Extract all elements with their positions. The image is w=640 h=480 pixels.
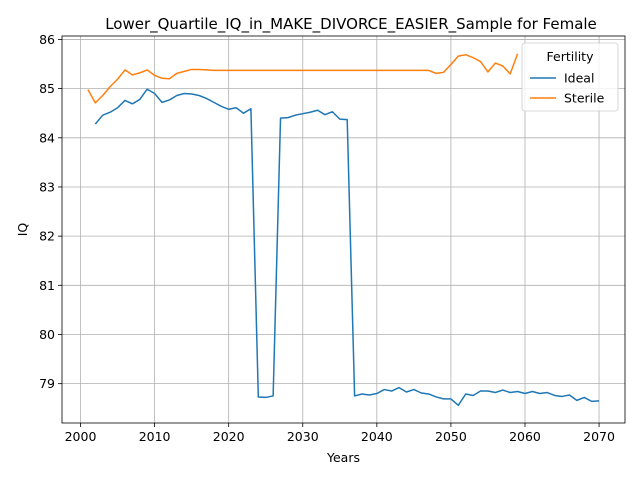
legend-box (521, 42, 619, 112)
x-tick-label: 2030 (287, 429, 319, 444)
y-tick-label: 82 (39, 229, 55, 244)
x-tick-label: 2020 (213, 429, 245, 444)
legend-title: Fertility (547, 49, 595, 64)
plot-frame (61, 35, 626, 424)
x-tick-label: 2060 (509, 429, 541, 444)
y-tick-label: 85 (39, 81, 55, 96)
chart-title: Lower_Quartile_IQ_in_MAKE_DIVORCE_EASIER… (105, 15, 597, 34)
legend: Fertility Ideal Sterile (521, 42, 619, 112)
y-tick-label: 80 (39, 327, 55, 342)
y-tick-label: 86 (39, 32, 55, 47)
x-tick-label: 2000 (65, 429, 97, 444)
y-tick-label: 79 (39, 376, 55, 391)
series-line-sterile (87, 53, 519, 104)
series-line-ideal (94, 88, 600, 407)
legend-label-sterile: Sterile (564, 91, 605, 106)
y-axis-label: IQ (15, 223, 30, 237)
series-layer (87, 53, 600, 407)
legend-label-ideal: Ideal (564, 71, 594, 86)
x-tick-label: 2070 (583, 429, 615, 444)
y-tick-label: 81 (39, 278, 55, 293)
x-tick-label: 2050 (435, 429, 467, 444)
x-axis-label: Years (326, 450, 360, 465)
x-tick-label: 2040 (361, 429, 393, 444)
y-tick-label: 84 (39, 130, 55, 145)
ticks: 2000 2010 2020 2030 2040 2050 2060 2070 79 80 81 82… (39, 32, 615, 444)
x-tick-label: 2010 (139, 429, 171, 444)
y-tick-label: 83 (39, 179, 55, 194)
